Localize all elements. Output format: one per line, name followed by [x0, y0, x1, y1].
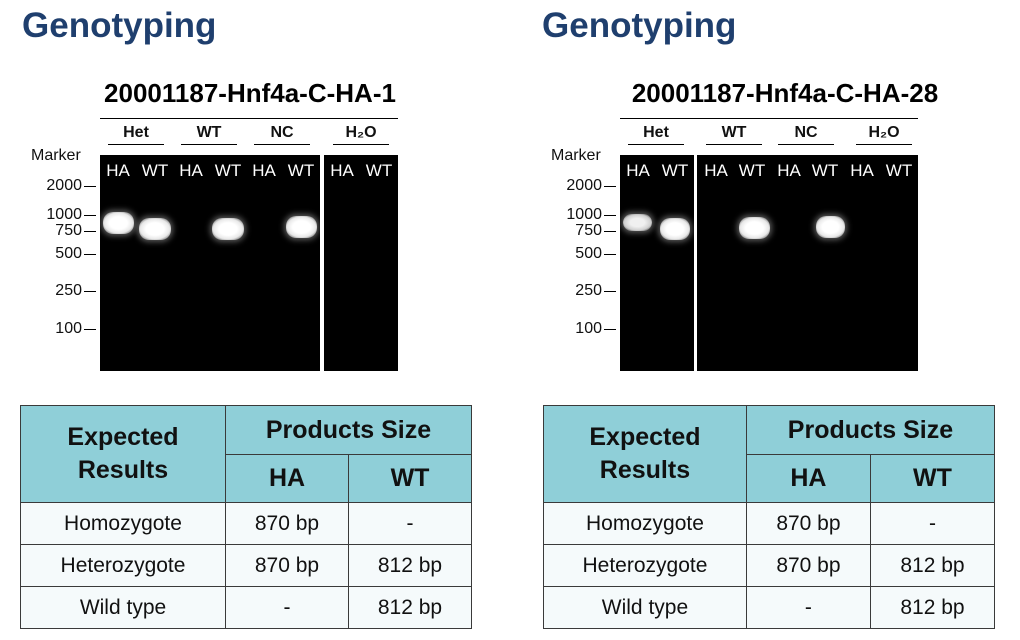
header-products-size: Products Size — [225, 405, 472, 455]
group-label-wt: WT — [706, 124, 762, 145]
table-row: Homozygote 870 bp - — [543, 502, 996, 545]
marker-tick: 2000 — [542, 177, 616, 195]
table-row: Heterozygote 870 bp 812 bp — [543, 544, 996, 587]
lane-label: HA — [252, 161, 276, 180]
marker-title: Marker — [551, 147, 601, 164]
lane-label: HA — [850, 161, 874, 180]
result-cell: Homozygote — [543, 502, 747, 545]
header-wt: WT — [348, 454, 472, 503]
lane-label: WT — [141, 161, 169, 180]
wt-size-cell: 812 bp — [869, 544, 996, 587]
lane-label: HA — [106, 161, 130, 180]
lane-label: HA — [179, 161, 203, 180]
lane-label: HA — [704, 161, 728, 180]
group-header-line — [620, 118, 918, 119]
ha-size-cell: - — [745, 586, 871, 629]
group-label-wt: WT — [181, 124, 237, 145]
result-cell: Wild type — [543, 586, 747, 629]
result-cell: Wild type — [20, 586, 226, 629]
wt-size-cell: - — [869, 502, 996, 545]
section-title: Genotyping — [542, 6, 737, 45]
section-title: Genotyping — [22, 6, 217, 45]
wt-size-cell: 812 bp — [348, 586, 472, 629]
ha-size-cell: 870 bp — [745, 544, 871, 587]
gel-image-main — [697, 155, 918, 371]
result-cell: Heterozygote — [543, 544, 747, 587]
header-expected-results: Expected Results — [20, 405, 226, 503]
ha-size-cell: 870 bp — [225, 544, 349, 587]
lane-label: WT — [287, 161, 315, 180]
marker-tick: 250 — [542, 282, 616, 300]
lane-label: WT — [885, 161, 913, 180]
ha-size-cell: 870 bp — [745, 502, 871, 545]
table-row: Homozygote 870 bp - — [20, 502, 472, 545]
group-label-h2o: H₂O — [856, 124, 912, 145]
wt-size-cell: - — [348, 502, 472, 545]
header-ha: HA — [745, 454, 871, 503]
gel-band — [660, 218, 690, 240]
marker-tick: 1000 — [542, 206, 616, 224]
lane-label: WT — [661, 161, 689, 180]
group-label-h2o: H₂O — [333, 124, 389, 145]
group-label-het: Het — [108, 124, 164, 145]
group-label-het: Het — [628, 124, 684, 145]
expected-results-table: Expected Results Products Size HA WT Hom… — [543, 405, 996, 629]
lane-label: WT — [365, 161, 393, 180]
lane-label: HA — [330, 161, 354, 180]
lane-label: WT — [738, 161, 766, 180]
gel-title: 20001187-Hnf4a-C-HA-1 — [104, 78, 396, 108]
lane-label: WT — [811, 161, 839, 180]
wt-size-cell: 812 bp — [348, 544, 472, 587]
gel-band — [103, 212, 134, 234]
result-cell: Heterozygote — [20, 544, 226, 587]
table-row: Heterozygote 870 bp 812 bp — [20, 544, 472, 587]
marker-tick: 250 — [22, 282, 96, 300]
marker-title: Marker — [31, 147, 81, 164]
group-header-line — [100, 118, 398, 119]
gel-band — [623, 214, 652, 231]
genotyping-panel-2: Genotyping 20001187-Hnf4a-C-HA-28 Het WT… — [520, 0, 1020, 640]
marker-tick: 100 — [542, 320, 616, 338]
header-ha: HA — [225, 454, 349, 503]
marker-tick: 1000 — [22, 206, 96, 224]
marker-tick: 750 — [22, 222, 96, 240]
gel-image-main — [100, 155, 320, 371]
ha-size-cell: - — [225, 586, 349, 629]
marker-tick: 100 — [22, 320, 96, 338]
marker-tick: 500 — [542, 245, 616, 263]
gel-image-h2o — [324, 155, 398, 371]
expected-results-table: Expected Results Products Size HA WT Hom… — [20, 405, 472, 629]
lane-label: WT — [214, 161, 242, 180]
gel-band — [139, 218, 171, 240]
marker-tick: 500 — [22, 245, 96, 263]
header-products-size: Products Size — [745, 405, 996, 455]
lane-label: HA — [777, 161, 801, 180]
gel-title: 20001187-Hnf4a-C-HA-28 — [631, 78, 939, 108]
gel-image-het — [620, 155, 694, 371]
lane-label: HA — [626, 161, 650, 180]
header-expected-results: Expected Results — [543, 405, 747, 503]
ha-size-cell: 870 bp — [225, 502, 349, 545]
gel-band — [212, 218, 244, 240]
gel-band — [816, 216, 845, 238]
table-row: Wild type - 812 bp — [543, 586, 996, 629]
group-label-nc: NC — [254, 124, 310, 145]
result-cell: Homozygote — [20, 502, 226, 545]
group-label-nc: NC — [778, 124, 834, 145]
table-row: Wild type - 812 bp — [20, 586, 472, 629]
marker-tick: 2000 — [22, 177, 96, 195]
header-wt: WT — [869, 454, 996, 503]
marker-tick: 750 — [542, 222, 616, 240]
genotyping-panel-1: Genotyping 20001187-Hnf4a-C-HA-1 Het WT … — [0, 0, 500, 640]
wt-size-cell: 812 bp — [869, 586, 996, 629]
gel-band — [286, 216, 317, 238]
gel-band — [739, 217, 770, 239]
